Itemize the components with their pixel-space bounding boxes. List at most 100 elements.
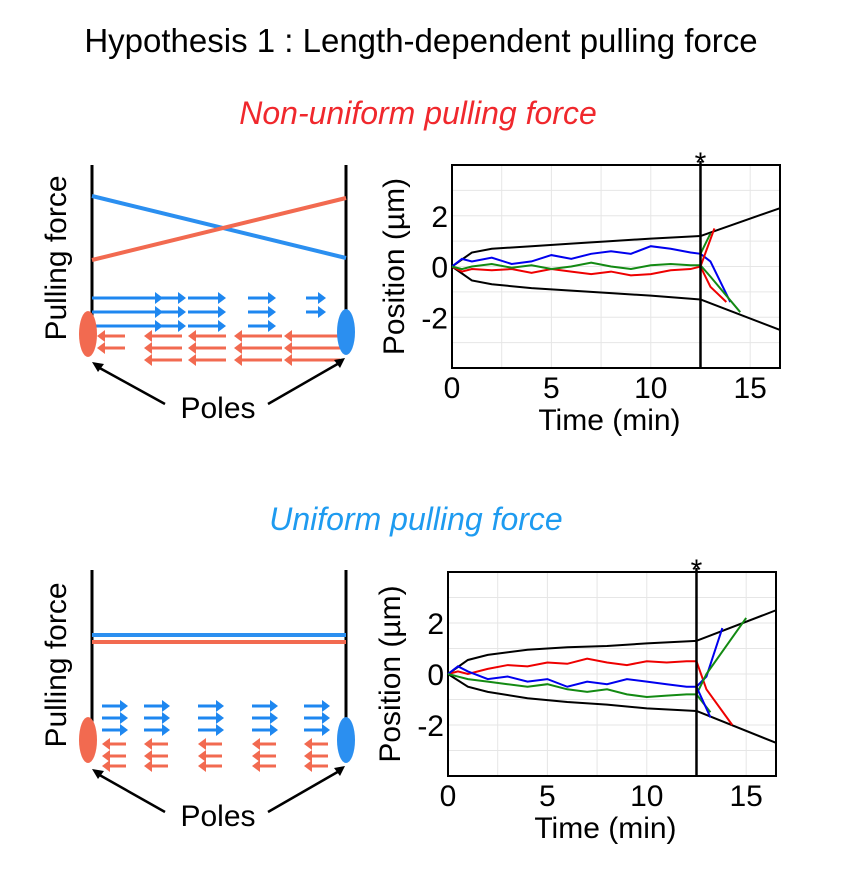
left-arrowhead: [234, 354, 242, 366]
left-arrowhead: [284, 354, 292, 366]
red-trace: [451, 265, 728, 303]
left-arrowhead: [97, 342, 105, 354]
left-arrowhead: [284, 330, 292, 342]
pointer-line-right: [267, 768, 342, 814]
panel-heading: Uniform pulling force: [269, 501, 562, 537]
pointer-arrowhead-right: [334, 358, 345, 368]
left-arrowhead: [198, 760, 206, 772]
x-tick-label: 10: [634, 372, 667, 405]
right-arrowhead: [162, 724, 170, 736]
right-arrowhead: [162, 712, 170, 724]
panel-non-uniform: Non-uniform pulling force Pulling force …: [40, 95, 781, 437]
right-arrowhead: [322, 712, 330, 724]
right-arrowhead: [218, 320, 226, 332]
right-arrowhead: [268, 306, 276, 318]
x-tick-label: 5: [543, 372, 560, 405]
right-arrowhead: [270, 700, 278, 712]
right-arrowhead: [178, 306, 186, 318]
pointer-arrowhead-left: [92, 769, 104, 779]
pointer-line-left: [95, 771, 166, 814]
right-arrowhead: [268, 320, 276, 332]
left-arrowhead: [304, 738, 312, 750]
left-arrowhead: [188, 330, 196, 342]
x-tick-label: 15: [733, 372, 766, 405]
blue-trace: [695, 686, 712, 718]
right-arrowhead: [216, 712, 224, 724]
left-arrowhead: [97, 330, 105, 342]
right-arrowhead: [318, 292, 326, 304]
y-axis-label: Position (µm): [374, 585, 407, 762]
envelope-lower-after: [700, 298, 781, 331]
left-arrowhead: [252, 750, 260, 762]
y-tick-label: 0: [427, 659, 444, 692]
right-arrowhead: [120, 724, 128, 736]
right-arrowhead: [120, 712, 128, 724]
left-arrowhead: [198, 750, 206, 762]
right-arrowhead: [178, 320, 186, 332]
force-axis-label: Pulling force: [40, 582, 73, 747]
left-arrowhead: [188, 354, 196, 366]
left-arrowhead: [198, 738, 206, 750]
envelope-upper: [451, 235, 701, 268]
left-pole: [79, 311, 97, 357]
x-tick-label: 15: [729, 780, 762, 813]
envelope-upper: [447, 639, 697, 675]
right-arrowhead: [322, 724, 330, 736]
right-arrowhead: [268, 292, 276, 304]
left-arrowhead: [102, 738, 110, 750]
y-tick-label: 2: [431, 201, 448, 234]
y-tick-label: 0: [431, 252, 448, 285]
arrow-field: [102, 700, 330, 772]
event-marker-label: *: [691, 554, 703, 587]
red-trace: [447, 657, 734, 726]
x-axis-label: Time (min): [538, 404, 680, 437]
poles-label: Poles: [180, 392, 255, 425]
envelope-lower-after: [696, 710, 777, 744]
y-tick-label: -2: [421, 302, 448, 335]
right-arrowhead: [162, 700, 170, 712]
arrow-field: [92, 292, 340, 366]
left-arrowhead: [304, 750, 312, 762]
green-trace: [447, 617, 747, 698]
blue-trace: [451, 245, 732, 303]
left-arrowhead: [102, 760, 110, 772]
left-arrowhead: [144, 342, 152, 354]
green-trace: [451, 261, 742, 313]
right-arrowhead: [218, 292, 226, 304]
x-tick-label: 10: [630, 780, 663, 813]
right-arrowhead: [218, 306, 226, 318]
left-arrowhead: [144, 760, 152, 772]
red-force-line: [91, 196, 347, 262]
left-arrowhead: [144, 354, 152, 366]
left-arrowhead: [234, 342, 242, 354]
pointer-line-right: [267, 360, 342, 406]
pointer-line-left: [95, 364, 166, 406]
x-axis-label: Time (min): [534, 812, 676, 845]
left-arrowhead: [188, 342, 196, 354]
right-arrowhead: [120, 700, 128, 712]
right-arrowhead: [216, 700, 224, 712]
force-diagram: Pulling force Poles: [40, 570, 355, 833]
green-trace: [699, 233, 712, 255]
figure-title: Hypothesis 1 : Length-dependent pulling …: [84, 22, 757, 59]
force-diagram: Pulling force Poles: [40, 165, 355, 425]
pointer-arrowhead-left: [92, 362, 104, 372]
poles-label: Poles: [180, 800, 255, 833]
right-arrowhead: [270, 712, 278, 724]
left-arrowhead: [144, 750, 152, 762]
red-trace: [699, 228, 716, 267]
left-arrowhead: [284, 342, 292, 354]
x-tick-label: 5: [539, 780, 556, 813]
event-marker-label: *: [695, 147, 707, 180]
left-arrowhead: [252, 760, 260, 772]
right-arrowhead: [216, 724, 224, 736]
right-pole: [337, 717, 355, 763]
y-axis-label: Position (µm): [378, 178, 411, 355]
envelope-upper-after: [696, 609, 777, 642]
x-tick-label: 0: [440, 780, 457, 813]
y-tick-label: 2: [427, 608, 444, 641]
pointer-arrowhead-right: [334, 766, 345, 776]
